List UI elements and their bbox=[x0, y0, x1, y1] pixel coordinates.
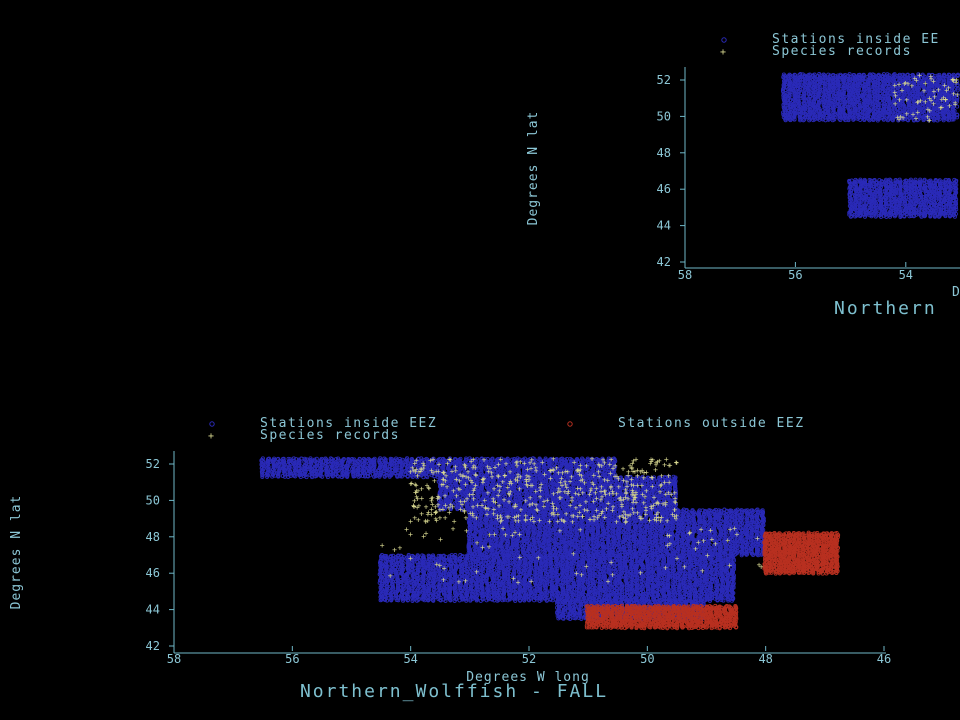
species-record-marker: + bbox=[915, 108, 920, 117]
y-tick-label: 44 bbox=[657, 219, 671, 233]
legend-marker-species-records: + bbox=[208, 431, 214, 442]
station-marker bbox=[807, 114, 812, 119]
station-marker bbox=[781, 72, 786, 77]
y-tick-label: 48 bbox=[657, 146, 671, 160]
legend-marker-stations-inside bbox=[721, 37, 727, 43]
x-ticks-partial: 58 56 54 bbox=[678, 262, 913, 282]
species-record-marker: + bbox=[897, 95, 902, 104]
legend-marker-species-records: + bbox=[720, 47, 726, 58]
species-record-marker: + bbox=[892, 88, 897, 97]
station-marker bbox=[786, 97, 791, 102]
station-marker bbox=[835, 73, 840, 78]
station-marker bbox=[781, 87, 786, 92]
species-record-marker: + bbox=[953, 98, 958, 107]
y-tick-label: 42 bbox=[657, 255, 671, 269]
species-record-marker: + bbox=[904, 110, 909, 119]
species-record-marker: + bbox=[947, 102, 952, 111]
y-tick-label: 46 bbox=[657, 182, 671, 196]
station-marker bbox=[786, 110, 791, 116]
chart-title-partial: Northern bbox=[834, 298, 937, 319]
species-record-marker: + bbox=[893, 100, 898, 109]
station-marker bbox=[870, 72, 875, 77]
legend-label-stations-inside: Stations inside EE bbox=[772, 32, 940, 47]
x-tick-label: 58 bbox=[678, 268, 692, 282]
species-record-marker: + bbox=[938, 103, 943, 112]
y-tick-label: 52 bbox=[657, 73, 671, 87]
y-tick-label: 50 bbox=[657, 109, 671, 123]
legend-marker-stations-outside bbox=[567, 421, 573, 427]
species-record-marker: + bbox=[902, 79, 907, 88]
plot-area-partial: +++++++++++++++++++ +++++++++++++++++++++… bbox=[780, 71, 960, 219]
station-marker bbox=[781, 83, 786, 88]
station-marker bbox=[812, 72, 817, 77]
station-marker bbox=[857, 72, 862, 77]
station-marker bbox=[861, 72, 866, 77]
species-record-marker: + bbox=[951, 77, 956, 86]
species-record-marker: + bbox=[922, 86, 927, 95]
legend-label-stations-outside: Stations outside EEZ bbox=[618, 416, 805, 431]
stations-inside-eez bbox=[780, 72, 960, 219]
station-marker bbox=[800, 72, 805, 77]
station-marker bbox=[805, 107, 811, 112]
legend: Stations inside EEZ Stations outside EEZ… bbox=[208, 416, 805, 443]
legend-label-species-records: Species records bbox=[260, 428, 400, 443]
species-record-marker: + bbox=[931, 77, 936, 86]
station-marker bbox=[820, 112, 825, 117]
station-marker bbox=[792, 72, 797, 77]
station-marker bbox=[826, 72, 831, 77]
station-marker bbox=[850, 113, 855, 118]
chart-northern-wolffish-fall: Stations inside EEZ Stations outside EEZ… bbox=[9, 416, 891, 702]
legend-partial: Stations inside EE + Species records bbox=[720, 32, 940, 59]
station-marker bbox=[830, 98, 835, 103]
station-marker bbox=[783, 78, 788, 83]
station-marker bbox=[787, 72, 792, 77]
station-marker bbox=[792, 106, 797, 111]
station-marker bbox=[817, 72, 822, 77]
chart-northern-partial: Stations inside EE + Species records +++… bbox=[526, 32, 960, 319]
station-marker bbox=[780, 88, 786, 93]
station-marker bbox=[841, 107, 846, 112]
station-marker bbox=[821, 72, 826, 77]
y-ticks-partial: 42 44 46 48 50 52 bbox=[657, 73, 685, 269]
species-record-marker: + bbox=[904, 95, 909, 104]
station-marker bbox=[798, 72, 803, 77]
legend-marker-stations-inside bbox=[209, 421, 215, 427]
species-record-marker: + bbox=[912, 74, 917, 83]
species-record-marker: + bbox=[897, 115, 902, 124]
x-tick-label: 56 bbox=[788, 268, 802, 282]
plot-area: ++ +++++++++ ++++++++ +++++++ +++++++++++ +++… bbox=[259, 455, 841, 631]
station-marker bbox=[847, 72, 852, 77]
species-record-marker: + bbox=[915, 98, 920, 107]
species-record-marker: + bbox=[932, 93, 937, 102]
species-record-marker: + bbox=[927, 106, 932, 115]
station-marker bbox=[851, 72, 856, 78]
x-axis-label-partial: D bbox=[952, 285, 960, 300]
legend-label-species-records: Species records bbox=[772, 44, 912, 59]
y-axis-label-partial: Degrees N lat bbox=[526, 111, 541, 226]
x-tick-label: 54 bbox=[899, 268, 913, 282]
species-record-marker: + bbox=[951, 89, 956, 98]
station-marker bbox=[831, 72, 836, 78]
